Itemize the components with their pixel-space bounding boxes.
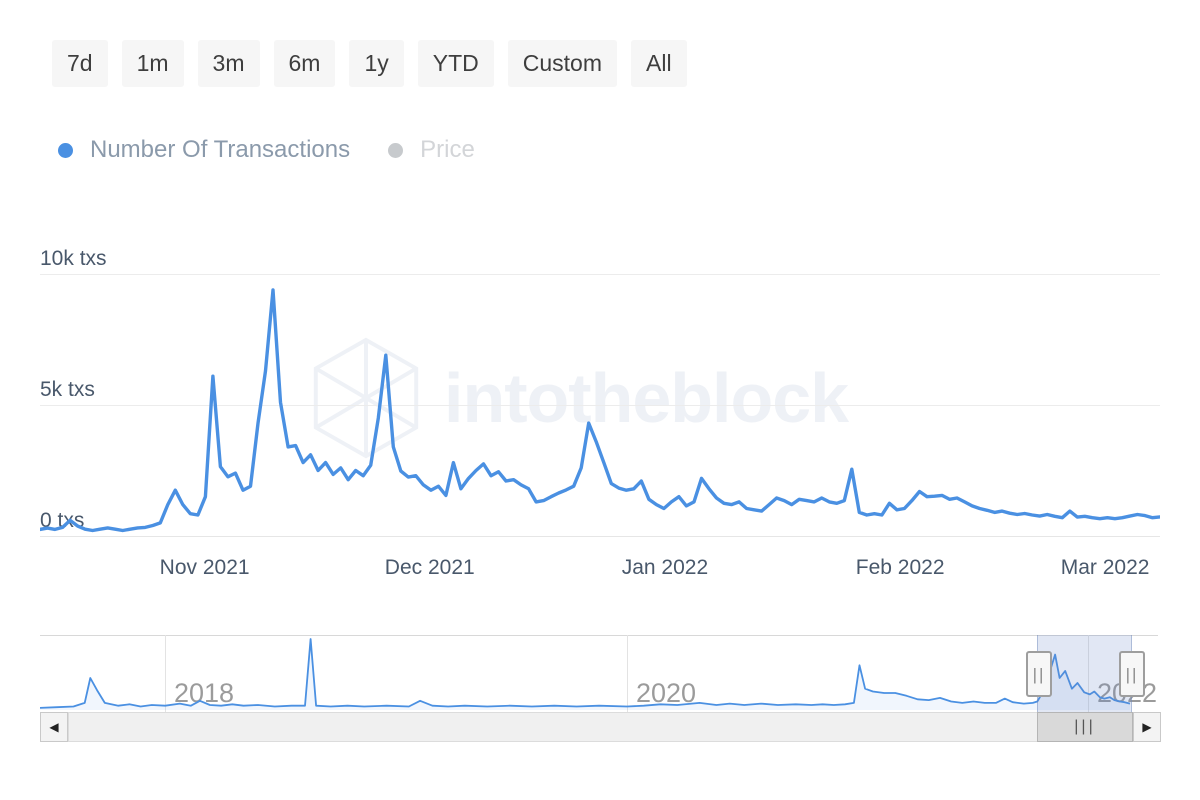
range-button-custom[interactable]: Custom <box>507 40 617 87</box>
range-toolbar: 7d 1m 3m 6m 1y YTD Custom All <box>52 40 687 87</box>
range-button-1m[interactable]: 1m <box>121 40 184 87</box>
xtick-jan-2022: Jan 2022 <box>621 556 709 579</box>
navigator-year-2020: 2020 <box>636 678 697 708</box>
navigator-gridline-2022 <box>1088 635 1089 712</box>
range-button-1y[interactable]: 1y <box>349 40 404 87</box>
navigator-selected-range[interactable] <box>1037 635 1132 712</box>
gridline-10k <box>40 274 1160 275</box>
xtick-mar-2022: Mar 2022 <box>1060 556 1150 579</box>
legend-item-transactions[interactable]: Number Of Transactions <box>58 136 350 164</box>
navigator-gridline-2018 <box>165 635 166 712</box>
scroll-left-button[interactable]: ◀ <box>40 712 68 742</box>
chart-legend: Number Of Transactions Price <box>58 136 475 164</box>
navigator-gridline-2020 <box>627 635 628 712</box>
xtick-feb-2022: Feb 2022 <box>855 556 945 579</box>
ytick-10k: 10k txs <box>40 247 107 270</box>
navigator-area-fill <box>40 639 1130 710</box>
navigator-left-handle[interactable]: || <box>1026 651 1052 697</box>
scrollbar-thumb[interactable]: ||| <box>1037 712 1133 742</box>
navigator-right-handle[interactable]: || <box>1119 651 1145 697</box>
range-button-7d[interactable]: 7d <box>52 40 108 87</box>
xtick-dec-2021: Dec 2021 <box>384 556 475 579</box>
legend-item-price[interactable]: Price <box>388 136 475 164</box>
legend-label-price: Price <box>420 136 475 163</box>
range-button-3m[interactable]: 3m <box>197 40 260 87</box>
scroll-right-button[interactable]: ▶ <box>1133 712 1161 742</box>
xtick-nov-2021: Nov 2021 <box>159 556 250 579</box>
transactions-line-series <box>40 288 1160 533</box>
navigator-top-border <box>40 635 1158 636</box>
gridline-5k <box>40 405 1160 406</box>
scrollbar-track[interactable] <box>68 712 1133 742</box>
range-button-6m[interactable]: 6m <box>273 40 336 87</box>
range-button-all[interactable]: All <box>631 40 687 87</box>
range-button-ytd[interactable]: YTD <box>417 40 494 87</box>
price-series-dot-icon <box>388 142 404 158</box>
legend-label-transactions: Number Of Transactions <box>90 136 351 163</box>
ytick-0: 0 txs <box>40 509 85 532</box>
navigator-track[interactable] <box>40 635 1158 712</box>
ytick-5k: 5k txs <box>40 378 95 401</box>
main-chart-plot[interactable] <box>40 274 1160 536</box>
navigator-line-series <box>40 638 1131 709</box>
transactions-series-dot-icon <box>58 142 73 158</box>
gridline-0 <box>40 536 1160 537</box>
